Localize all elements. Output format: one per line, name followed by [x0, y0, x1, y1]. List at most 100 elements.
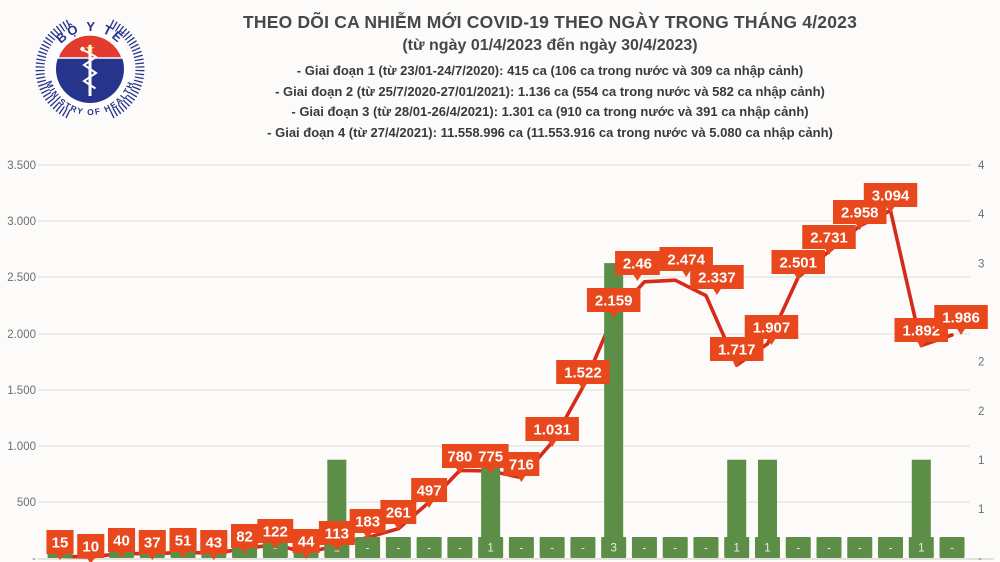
data-label-value: 1.522	[564, 365, 602, 382]
data-label-pointer	[712, 288, 722, 295]
right-axis-tick: 3	[978, 258, 984, 270]
data-label-value: 1.031	[533, 422, 571, 439]
data-label-box	[615, 251, 660, 275]
data-label-pointer	[766, 338, 776, 345]
bar-label-plate	[693, 537, 719, 558]
right-axis-tick: 2	[978, 357, 984, 369]
data-label-pointer	[916, 341, 926, 348]
logo-hatch-left	[35, 19, 71, 119]
page-subtitle: (từ ngày 01/4/2023 đến ngày 30/4/2023)	[402, 37, 698, 54]
data-label-pointer	[178, 551, 188, 558]
data-label-pointer	[240, 547, 250, 554]
data-label-pointer	[117, 551, 127, 558]
bar-value-label: -	[673, 543, 677, 555]
data-label-pointer	[516, 475, 526, 482]
data-label-box	[257, 519, 294, 543]
bar-label-plate	[355, 537, 381, 558]
bar	[911, 459, 931, 558]
data-label-pointer	[332, 544, 342, 551]
right-axis-tick: 1	[978, 504, 984, 516]
data-label-value: 183	[355, 514, 380, 531]
data-label-pointer	[886, 206, 896, 213]
data-label-box	[46, 530, 74, 554]
data-label-box	[802, 225, 856, 249]
data-label-pointer	[793, 273, 803, 280]
left-axis-tick: 3.500	[7, 160, 36, 172]
data-label-value: 780	[447, 449, 472, 466]
data-label-value: 113	[325, 526, 349, 543]
data-label-value: 10	[82, 539, 99, 556]
data-label-pointer	[86, 557, 96, 562]
data-label-value: 2.46	[623, 256, 652, 273]
data-label-pointer	[424, 501, 434, 508]
bar-value-label: -	[366, 543, 370, 555]
data-label-box	[709, 337, 764, 361]
data-label-pointer	[956, 328, 966, 335]
data-label-pointer	[455, 467, 465, 474]
bar-value-label: -	[550, 543, 554, 555]
data-label-box	[169, 528, 197, 552]
header: THEO DÕI CA NHIỄM MỚI COVID-19 THEO NGÀY…	[120, 12, 980, 143]
bar-label-plate	[785, 537, 811, 558]
data-label-value: 43	[205, 535, 222, 552]
data-label-box	[441, 444, 478, 468]
bar-value-label: -	[858, 543, 862, 555]
data-label-value: 122	[263, 524, 288, 541]
data-label-value: 2.337	[698, 270, 736, 287]
data-label-value: 1.986	[942, 310, 980, 327]
bar-value-label: -	[827, 543, 831, 555]
phase-1-summary: - Giai đoạn 1 (từ 23/01-24/7/2020): 415 …	[296, 63, 804, 78]
bar-label-plate	[570, 537, 596, 558]
bar-value-label: 1	[734, 543, 740, 555]
bar-value-label: -	[458, 543, 462, 555]
data-label-pointer	[824, 248, 834, 255]
bar-value-label: 1	[764, 543, 770, 555]
data-label-pointer	[55, 553, 65, 560]
right-axis-tick: 4	[978, 160, 985, 172]
data-label-pointer	[301, 552, 311, 559]
data-label-value: 497	[417, 483, 442, 500]
data-label-value: 2.731	[810, 230, 848, 247]
data-label-pointer	[363, 532, 373, 539]
data-label-value: 40	[113, 533, 130, 550]
data-label-box	[411, 478, 448, 502]
data-label-value: 37	[144, 535, 161, 552]
left-axis-tick: 1.000	[7, 441, 36, 453]
page-title: THEO DÕI CA NHIỄM MỚI COVID-19 THEO NGÀY…	[242, 12, 858, 32]
data-label-pointer	[578, 383, 588, 390]
bar-value-label: -	[581, 543, 585, 555]
data-label-box	[586, 288, 641, 312]
bar-value-label: -	[889, 543, 893, 555]
data-label-value: 15	[52, 535, 69, 552]
right-axis-tick: 1	[978, 455, 984, 467]
bar-label-plate	[631, 537, 657, 558]
data-label-value: 716	[509, 457, 534, 474]
phase-summary-list: - Giai đoạn 1 (từ 23/01-24/7/2020): 415 …	[120, 61, 980, 143]
data-label-value: 51	[175, 533, 192, 550]
left-axis-tick: -	[32, 553, 36, 562]
data-label-box	[318, 521, 355, 545]
data-label-value: 2.474	[667, 252, 705, 269]
right-axis-tick: 4	[978, 209, 985, 221]
asclepius-staff-icon	[80, 45, 98, 96]
right-axis-tick: 2	[978, 406, 984, 418]
data-label-value: 2.501	[779, 255, 817, 272]
bar	[481, 459, 501, 558]
bar-value-label: -	[704, 543, 708, 555]
data-label-pointer	[681, 270, 691, 277]
bar	[757, 459, 777, 558]
data-label-pointer	[270, 542, 280, 549]
data-label-value: 1.717	[718, 342, 756, 359]
bar-value-label: -	[796, 543, 800, 555]
bar-label-plate	[539, 537, 565, 558]
left-axis-tick: 1.500	[7, 385, 36, 397]
bar-value-label: -	[427, 543, 431, 555]
data-label-box	[771, 250, 825, 274]
data-label-box	[349, 509, 386, 533]
bar-label-plate	[416, 537, 442, 558]
left-axis-tick: 2.000	[7, 329, 36, 341]
data-label-box	[231, 524, 259, 548]
data-label-pointer	[632, 274, 642, 281]
bar-value-label: 3	[610, 543, 616, 555]
